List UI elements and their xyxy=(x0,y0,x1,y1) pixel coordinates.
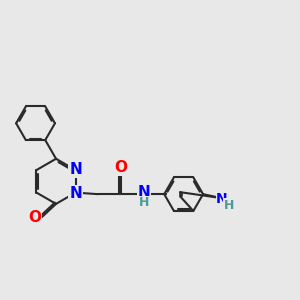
Text: N: N xyxy=(69,186,82,201)
Text: H: H xyxy=(139,196,149,209)
Text: O: O xyxy=(28,209,41,224)
Text: N: N xyxy=(137,185,150,200)
Text: O: O xyxy=(114,160,127,175)
Text: N: N xyxy=(216,193,228,206)
Text: N: N xyxy=(69,162,82,177)
Text: H: H xyxy=(224,199,234,212)
